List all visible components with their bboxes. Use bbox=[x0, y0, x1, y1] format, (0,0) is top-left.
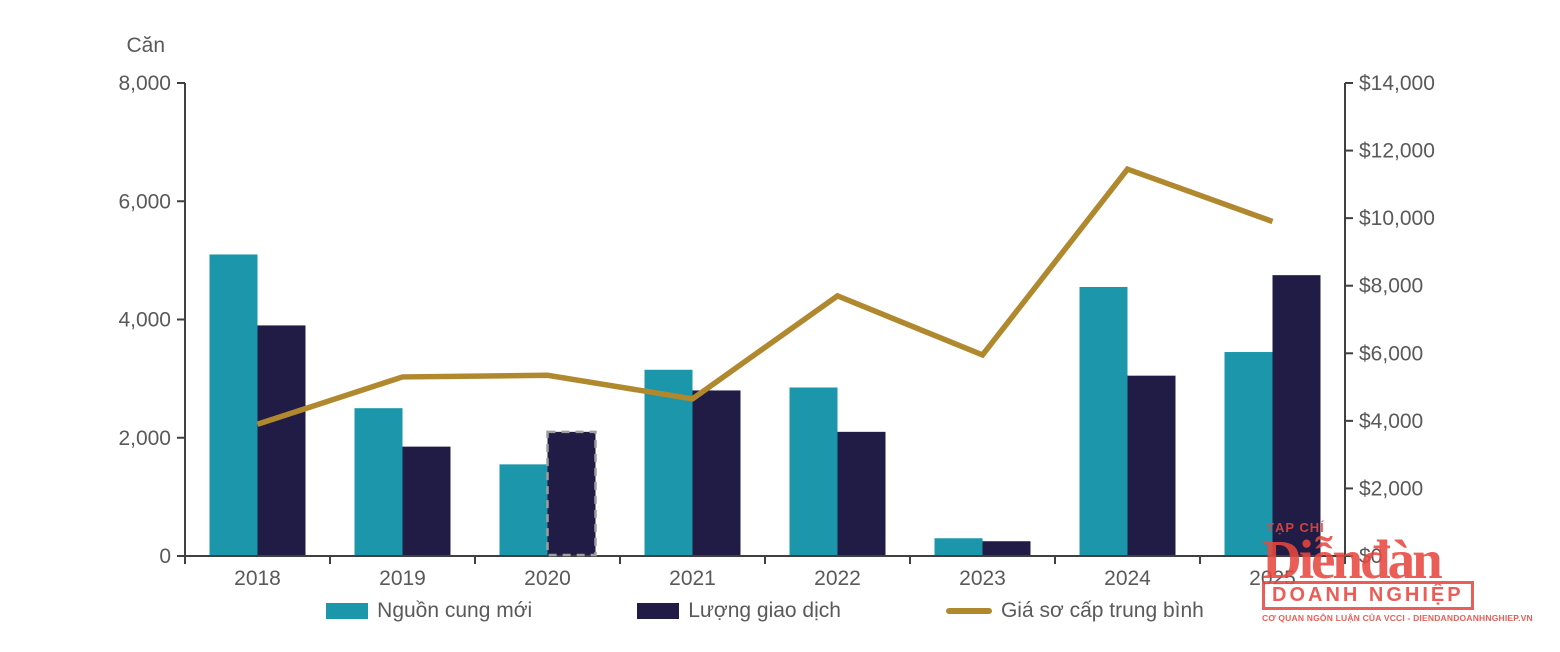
x-axis-label-2019: 2019 bbox=[379, 567, 426, 590]
legend-label-avg-price: Giá sơ cấp trung bình bbox=[1000, 599, 1204, 622]
bar-luong-giao-dich-2019 bbox=[402, 446, 451, 555]
bar-nguon-cung-moi-2024 bbox=[1079, 286, 1128, 555]
bar-luong-giao-dich-2020 bbox=[546, 430, 597, 557]
right-axis-tick-label: $6,000 bbox=[1359, 342, 1423, 365]
x-axis-label-2021: 2021 bbox=[669, 567, 716, 590]
x-axis-label-2022: 2022 bbox=[814, 567, 861, 590]
bar-nguon-cung-moi-2022 bbox=[789, 387, 838, 555]
legend-swatch-new-supply bbox=[326, 603, 369, 619]
left-axis-tick-label: 2,000 bbox=[118, 427, 171, 450]
right-axis-tick-label: $8,000 bbox=[1359, 275, 1423, 298]
bar-nguon-cung-moi-2023 bbox=[934, 538, 983, 555]
legend-item-transactions: Lượng giao dịch bbox=[637, 599, 841, 623]
chart-legend: Nguồn cung mới Lượng giao dịch Giá sơ cấ… bbox=[185, 594, 1345, 628]
right-axis-tick-label: $0 bbox=[1359, 545, 1382, 568]
bar-luong-giao-dich-2023 bbox=[982, 541, 1031, 555]
bar-luong-giao-dich-2024 bbox=[1127, 375, 1176, 555]
bar-luong-giao-dich-2025 bbox=[1272, 275, 1321, 555]
x-axis-label-2023: 2023 bbox=[959, 567, 1006, 590]
legend-label-new-supply: Nguồn cung mới bbox=[377, 599, 533, 622]
bar-nguon-cung-moi-2019 bbox=[354, 408, 403, 555]
left-axis-tick-label: 0 bbox=[159, 545, 171, 568]
logo-tagline-top: TẠP CHÍ bbox=[1266, 520, 1325, 535]
left-axis-tick-label: 6,000 bbox=[118, 190, 171, 213]
left-axis-tick-label: 8,000 bbox=[118, 72, 171, 95]
legend-item-avg-price: Giá sơ cấp trung bình bbox=[945, 599, 1204, 623]
left-axis-title: Căn bbox=[126, 34, 165, 57]
right-axis-tick-label: $2,000 bbox=[1359, 477, 1423, 500]
bar-luong-giao-dich-2021 bbox=[692, 390, 741, 555]
legend-swatch-avg-price-line bbox=[945, 608, 992, 614]
bar-nguon-cung-moi-2025 bbox=[1224, 352, 1273, 555]
magazine-logo: TẠP CHÍ Diễnđàn DOANH NGHIỆP CƠ QUAN NGÔ… bbox=[1262, 520, 1533, 623]
bar-luong-giao-dich-2018 bbox=[257, 325, 306, 555]
right-axis-tick-label: $4,000 bbox=[1359, 410, 1423, 433]
logo-title: Diễnđàn bbox=[1262, 529, 1443, 590]
x-axis-label-2024: 2024 bbox=[1104, 567, 1151, 590]
x-axis-label-2018: 2018 bbox=[234, 567, 281, 590]
bar-luong-giao-dich-2022 bbox=[837, 431, 886, 555]
line-gia-so-cap-trung-binh bbox=[256, 165, 1274, 427]
bar-nguon-cung-moi-2018 bbox=[209, 254, 258, 555]
right-axis-tick-label: $10,000 bbox=[1359, 207, 1435, 230]
legend-label-transactions: Lượng giao dịch bbox=[688, 599, 841, 622]
left-axis-tick-label: 4,000 bbox=[118, 309, 171, 332]
x-axis-label-2020: 2020 bbox=[524, 567, 571, 590]
logo-subtitle: DOANH NGHIỆP bbox=[1262, 581, 1474, 610]
legend-swatch-transactions bbox=[637, 603, 680, 619]
logo-tagline-bottom: CƠ QUAN NGÔN LUẬN CỦA VCCI - DIENDANDOAN… bbox=[1262, 613, 1533, 623]
bar-nguon-cung-moi-2020 bbox=[499, 464, 548, 555]
right-axis-tick-label: $14,000 bbox=[1359, 72, 1435, 95]
right-axis-tick-label: $12,000 bbox=[1359, 140, 1435, 163]
legend-item-new-supply: Nguồn cung mới bbox=[326, 599, 532, 623]
bar-nguon-cung-moi-2021 bbox=[644, 369, 693, 555]
